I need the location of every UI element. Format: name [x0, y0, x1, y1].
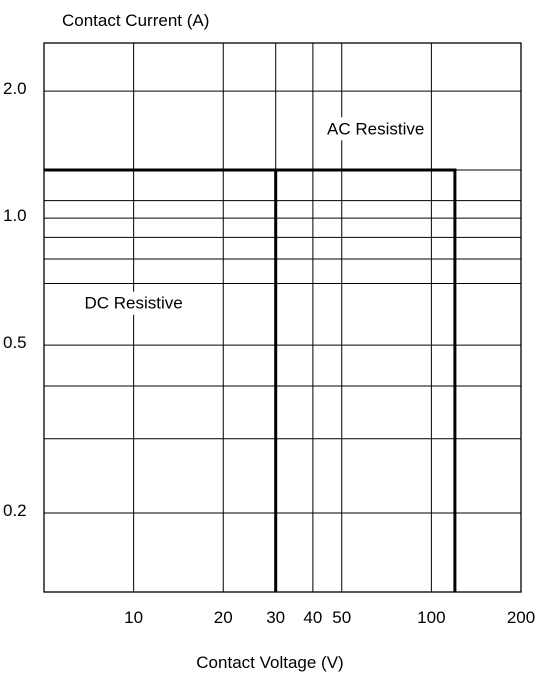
plot-frame — [43, 42, 522, 593]
y-tick-labels: 2.0 1.0 0.5 0.2 — [3, 79, 27, 520]
y-axis-title: Contact Current (A) — [62, 11, 209, 30]
annotation-background — [80, 291, 187, 315]
annotation-background — [323, 117, 429, 141]
annotations: AC Resistive DC Resistive — [80, 117, 429, 315]
series-line-dc-resistive — [44, 168, 278, 592]
x-tick-label: 50 — [332, 608, 351, 627]
y-tick-label: 0.2 — [3, 501, 27, 520]
y-tick-label: 1.0 — [3, 206, 27, 225]
x-tick-label: 200 — [507, 608, 535, 627]
horizontal-grid — [44, 90, 521, 514]
x-tick-label: 30 — [266, 608, 285, 627]
y-tick-label: 2.0 — [3, 79, 27, 98]
x-tick-label: 100 — [417, 608, 445, 627]
x-axis-title: Contact Voltage (V) — [196, 653, 343, 672]
series-lines — [44, 168, 457, 592]
series-line-ac-resistive — [44, 168, 457, 592]
x-tick-label: 40 — [303, 608, 322, 627]
annotation-label: AC Resistive — [327, 119, 424, 138]
x-tick-label: 20 — [214, 608, 233, 627]
x-tick-label: 10 — [124, 608, 143, 627]
y-tick-label: 0.5 — [3, 333, 27, 352]
annotation-label: DC Resistive — [85, 294, 183, 313]
x-tick-labels: 10 20 30 40 50 100 200 — [124, 608, 535, 627]
